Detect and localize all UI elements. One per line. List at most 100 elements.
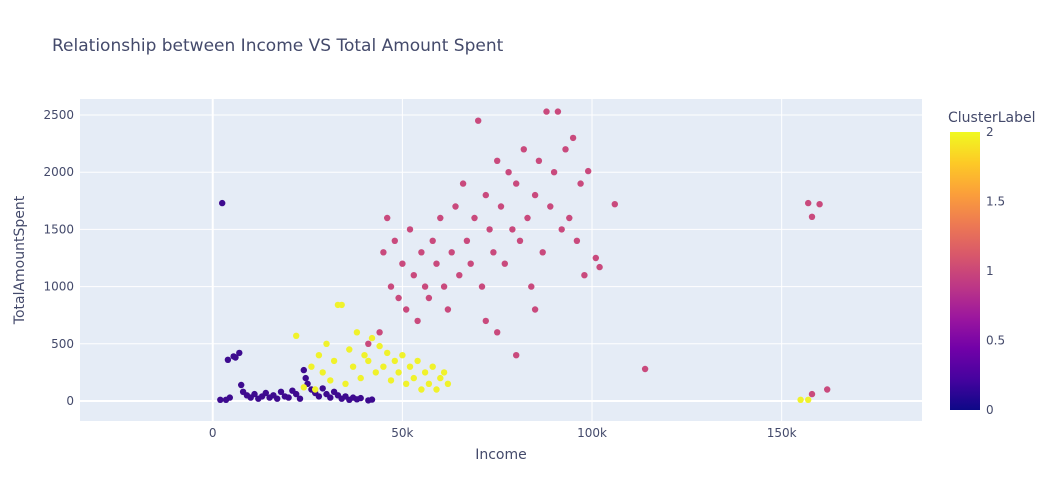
scatter-point-cluster-1[interactable]: [611, 201, 618, 208]
scatter-point-cluster-1[interactable]: [384, 214, 391, 222]
plot-area[interactable]: [80, 99, 922, 421]
scatter-point-cluster-1[interactable]: [403, 306, 410, 313]
scatter-point-cluster-1[interactable]: [562, 146, 569, 153]
scatter-point-cluster-1[interactable]: [452, 203, 459, 210]
scatter-point-cluster-1[interactable]: [418, 249, 425, 256]
scatter-point-cluster-2[interactable]: [293, 332, 300, 339]
scatter-point-cluster-1[interactable]: [387, 283, 395, 290]
scatter-point-cluster-0[interactable]: [232, 354, 239, 361]
scatter-point-cluster-2[interactable]: [384, 349, 391, 357]
scatter-point-cluster-1[interactable]: [501, 260, 508, 267]
scatter-point-cluster-1[interactable]: [808, 390, 816, 398]
scatter-point-cluster-1[interactable]: [550, 169, 558, 176]
scatter-point-cluster-1[interactable]: [471, 214, 478, 222]
scatter-point-cluster-2[interactable]: [338, 301, 345, 309]
scatter-point-cluster-2[interactable]: [330, 357, 338, 365]
scatter-point-cluster-2[interactable]: [372, 369, 379, 376]
scatter-point-cluster-0[interactable]: [226, 394, 233, 401]
scatter-point-cluster-2[interactable]: [395, 369, 402, 376]
scatter-point-cluster-1[interactable]: [410, 272, 417, 279]
scatter-point-cluster-1[interactable]: [531, 191, 539, 199]
scatter-point-cluster-0[interactable]: [238, 381, 245, 389]
scatter-point-cluster-2[interactable]: [365, 357, 372, 365]
scatter-point-cluster-2[interactable]: [797, 396, 804, 403]
scatter-point-cluster-1[interactable]: [444, 306, 452, 313]
scatter-point-cluster-1[interactable]: [414, 317, 421, 325]
scatter-point-cluster-0[interactable]: [217, 396, 224, 403]
scatter-point-cluster-2[interactable]: [319, 369, 326, 376]
scatter-point-cluster-1[interactable]: [596, 263, 603, 271]
scatter-point-cluster-1[interactable]: [505, 169, 512, 176]
scatter-point-cluster-1[interactable]: [395, 294, 402, 302]
scatter-point-cluster-2[interactable]: [315, 352, 323, 359]
scatter-point-cluster-2[interactable]: [403, 380, 410, 387]
scatter-point-cluster-1[interactable]: [406, 226, 414, 233]
scatter-point-cluster-1[interactable]: [509, 226, 516, 233]
scatter-point-cluster-1[interactable]: [524, 214, 531, 222]
scatter-point-cluster-1[interactable]: [448, 249, 455, 256]
scatter-point-cluster-1[interactable]: [816, 201, 823, 208]
scatter-point-cluster-1[interactable]: [440, 283, 448, 290]
scatter-point-cluster-0[interactable]: [236, 349, 243, 357]
scatter-point-cluster-1[interactable]: [513, 352, 520, 359]
scatter-point-cluster-1[interactable]: [425, 294, 433, 302]
scatter-point-cluster-2[interactable]: [387, 377, 395, 384]
scatter-point-cluster-1[interactable]: [475, 117, 482, 124]
scatter-point-cluster-1[interactable]: [539, 249, 546, 256]
scatter-point-cluster-1[interactable]: [490, 249, 497, 256]
scatter-point-cluster-0[interactable]: [293, 390, 300, 398]
scatter-point-cluster-0[interactable]: [262, 389, 269, 397]
scatter-point-cluster-1[interactable]: [482, 191, 489, 199]
scatter-point-cluster-2[interactable]: [349, 363, 357, 370]
scatter-point-cluster-1[interactable]: [467, 260, 474, 267]
scatter-point-cluster-2[interactable]: [346, 346, 353, 353]
scatter-point-cluster-1[interactable]: [486, 226, 493, 233]
scatter-point-cluster-0[interactable]: [251, 390, 258, 398]
scatter-point-cluster-2[interactable]: [414, 357, 421, 365]
scatter-point-cluster-1[interactable]: [641, 365, 649, 373]
scatter-point-cluster-1[interactable]: [433, 260, 440, 267]
scatter-point-cluster-0[interactable]: [319, 385, 326, 392]
scatter-point-cluster-0[interactable]: [327, 394, 334, 401]
scatter-point-cluster-2[interactable]: [429, 363, 436, 370]
scatter-point-cluster-1[interactable]: [531, 306, 539, 313]
scatter-point-cluster-1[interactable]: [376, 329, 383, 336]
scatter-point-cluster-2[interactable]: [376, 342, 383, 350]
scatter-point-cluster-1[interactable]: [824, 386, 831, 393]
scatter-point-cluster-0[interactable]: [315, 393, 323, 400]
scatter-point-cluster-1[interactable]: [482, 317, 489, 325]
scatter-point-cluster-1[interactable]: [463, 237, 471, 244]
scatter-point-cluster-2[interactable]: [410, 374, 417, 382]
scatter-point-cluster-2[interactable]: [327, 377, 334, 384]
scatter-point-cluster-2[interactable]: [312, 386, 319, 393]
scatter-point-cluster-1[interactable]: [421, 283, 429, 290]
scatter-point-cluster-0[interactable]: [277, 388, 285, 395]
scatter-point-cluster-0[interactable]: [224, 356, 232, 363]
scatter-point-cluster-2[interactable]: [300, 384, 307, 391]
scatter-point-cluster-2[interactable]: [353, 329, 361, 336]
scatter-point-cluster-1[interactable]: [494, 329, 501, 336]
scatter-point-cluster-0[interactable]: [357, 394, 364, 402]
scatter-point-cluster-1[interactable]: [380, 249, 387, 256]
scatter-point-cluster-1[interactable]: [543, 108, 550, 115]
scatter-point-cluster-1[interactable]: [577, 180, 584, 187]
scatter-point-cluster-2[interactable]: [406, 363, 414, 370]
scatter-point-cluster-0[interactable]: [219, 199, 226, 207]
scatter-point-cluster-1[interactable]: [528, 283, 535, 290]
scatter-point-cluster-1[interactable]: [494, 157, 501, 164]
scatter-point-cluster-1[interactable]: [585, 167, 592, 175]
scatter-point-cluster-2[interactable]: [391, 357, 398, 365]
scatter-point-cluster-2[interactable]: [433, 386, 440, 393]
scatter-point-cluster-1[interactable]: [547, 203, 554, 210]
scatter-point-cluster-0[interactable]: [296, 395, 304, 402]
scatter-point-cluster-1[interactable]: [391, 237, 398, 244]
scatter-point-cluster-0[interactable]: [300, 366, 307, 374]
scatter-point-cluster-2[interactable]: [440, 369, 448, 376]
scatter-point-cluster-1[interactable]: [805, 199, 812, 207]
scatter-point-cluster-1[interactable]: [566, 214, 573, 222]
scatter-point-cluster-1[interactable]: [808, 213, 816, 220]
scatter-point-cluster-2[interactable]: [444, 380, 452, 387]
scatter-point-cluster-1[interactable]: [535, 157, 543, 164]
scatter-point-cluster-2[interactable]: [361, 352, 368, 359]
scatter-point-cluster-2[interactable]: [380, 363, 387, 370]
